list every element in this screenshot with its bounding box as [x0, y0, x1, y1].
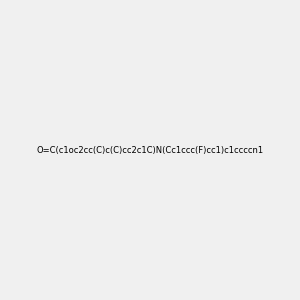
Text: O=C(c1oc2cc(C)c(C)cc2c1C)N(Cc1ccc(F)cc1)c1ccccn1: O=C(c1oc2cc(C)c(C)cc2c1C)N(Cc1ccc(F)cc1)…	[36, 146, 264, 154]
